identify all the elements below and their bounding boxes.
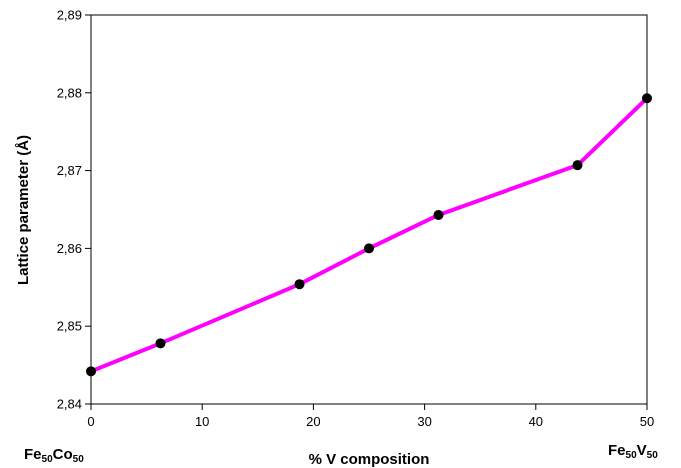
series-line	[89, 96, 649, 374]
y-axis-ticks: 2,84 2,85 2,86 2,87 2,88 2,89	[57, 8, 91, 412]
x-tick-label: 40	[529, 414, 543, 429]
x-tick-label: 50	[640, 414, 654, 429]
plot-frame	[90, 14, 648, 405]
right-label-element-2: V	[636, 442, 647, 459]
right-label-subscript-2: 50	[646, 450, 658, 461]
left-label-subscript-2: 50	[72, 454, 84, 465]
y-tick-label: 2,89	[57, 8, 82, 23]
right-label-element-1: Fe	[608, 442, 626, 459]
y-axis-title: Lattice parameter (Å)	[15, 135, 32, 285]
y-tick-label: 2,88	[57, 85, 82, 100]
data-point	[433, 209, 444, 220]
y-tick-label: 2,87	[57, 163, 82, 178]
y-tick-label: 2,86	[57, 241, 82, 256]
x-right-endpoint-label: Fe50V50	[608, 442, 658, 461]
data-point	[86, 366, 96, 377]
x-tick-label: 0	[87, 414, 94, 429]
x-axis-title: % V composition	[309, 451, 430, 468]
plot-area-border	[90, 14, 648, 405]
x-axis-ticks: 0 10 20 30 40 50	[87, 404, 654, 429]
x-tick-label: 30	[417, 414, 431, 429]
series-layer	[86, 93, 652, 377]
left-label-subscript-1: 50	[41, 454, 53, 465]
data-point	[294, 279, 305, 290]
right-label-subscript-1: 50	[625, 450, 637, 461]
x-tick-label: 10	[195, 414, 209, 429]
data-point	[642, 93, 652, 104]
data-point	[364, 243, 374, 254]
y-tick-label: 2,85	[57, 319, 82, 334]
x-tick-label: 20	[306, 414, 320, 429]
left-label-element-2: Co	[52, 446, 73, 463]
y-tick-label: 2,84	[57, 397, 82, 412]
data-point	[572, 160, 583, 171]
data-point	[155, 338, 166, 349]
x-left-endpoint-label: Fe50Co50	[24, 446, 84, 465]
left-label-element-1: Fe	[24, 446, 42, 463]
